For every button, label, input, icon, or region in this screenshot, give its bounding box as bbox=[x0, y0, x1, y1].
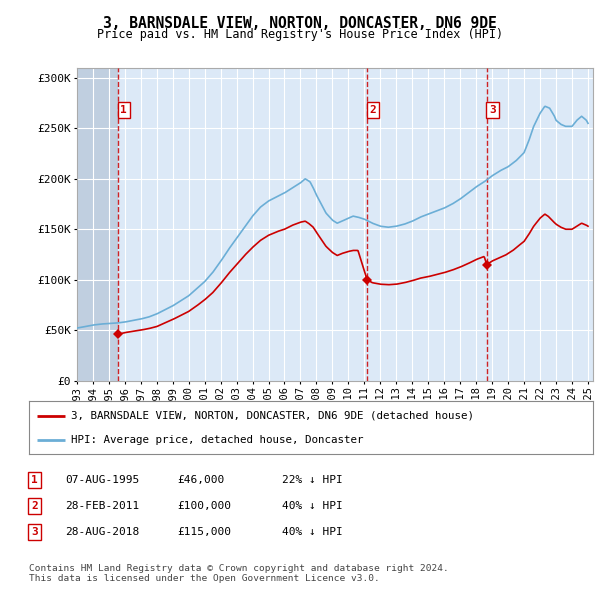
Text: 1: 1 bbox=[121, 105, 127, 115]
Text: £46,000: £46,000 bbox=[177, 475, 224, 484]
Text: 1: 1 bbox=[31, 475, 38, 484]
Text: 07-AUG-1995: 07-AUG-1995 bbox=[65, 475, 139, 484]
Text: 3, BARNSDALE VIEW, NORTON, DONCASTER, DN6 9DE (detached house): 3, BARNSDALE VIEW, NORTON, DONCASTER, DN… bbox=[71, 411, 474, 421]
Text: 40% ↓ HPI: 40% ↓ HPI bbox=[282, 501, 343, 510]
Text: 2: 2 bbox=[370, 105, 376, 115]
Text: 40% ↓ HPI: 40% ↓ HPI bbox=[282, 527, 343, 537]
Text: 28-AUG-2018: 28-AUG-2018 bbox=[65, 527, 139, 537]
Text: Price paid vs. HM Land Registry's House Price Index (HPI): Price paid vs. HM Land Registry's House … bbox=[97, 28, 503, 41]
Text: 22% ↓ HPI: 22% ↓ HPI bbox=[282, 475, 343, 484]
Text: 3, BARNSDALE VIEW, NORTON, DONCASTER, DN6 9DE: 3, BARNSDALE VIEW, NORTON, DONCASTER, DN… bbox=[103, 16, 497, 31]
Text: £115,000: £115,000 bbox=[177, 527, 231, 537]
Text: £100,000: £100,000 bbox=[177, 501, 231, 510]
Bar bbox=[77, 68, 118, 381]
Text: 28-FEB-2011: 28-FEB-2011 bbox=[65, 501, 139, 510]
Text: 3: 3 bbox=[489, 105, 496, 115]
Text: Contains HM Land Registry data © Crown copyright and database right 2024.
This d: Contains HM Land Registry data © Crown c… bbox=[29, 563, 449, 583]
Text: HPI: Average price, detached house, Doncaster: HPI: Average price, detached house, Donc… bbox=[71, 435, 364, 445]
Text: 2: 2 bbox=[31, 501, 38, 510]
Text: 3: 3 bbox=[31, 527, 38, 537]
